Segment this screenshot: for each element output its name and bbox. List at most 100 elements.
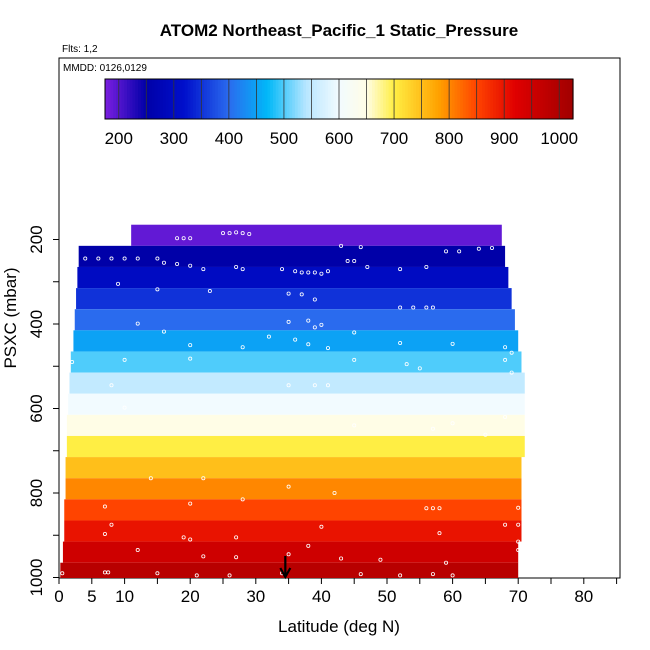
colorbar-segment [330, 79, 335, 119]
colorbar-segment [487, 79, 492, 119]
colorbar-tick-label: 500 [270, 129, 298, 148]
colorbar-segment [531, 79, 536, 119]
colorbar-segment [176, 79, 180, 119]
colorbar-segment [454, 79, 458, 119]
data-point [430, 506, 435, 511]
data-point [194, 573, 199, 578]
data-point [299, 270, 304, 275]
colorbar-segment [570, 79, 574, 119]
data-point [148, 476, 153, 481]
colorbar-segment [358, 79, 362, 119]
colorbar-segment [361, 79, 365, 119]
colorbar-segment [559, 79, 563, 119]
data-point [516, 522, 521, 527]
data-point [450, 421, 455, 426]
data-point [161, 260, 166, 265]
data-point [509, 370, 514, 375]
latitude-marker [279, 556, 292, 580]
data-point [450, 573, 455, 578]
colorbar-segment [512, 79, 516, 119]
colorbar-segment [429, 79, 434, 119]
colorbar-segment [567, 79, 571, 119]
colorbar-segment [151, 79, 156, 119]
colorbar-segment [149, 79, 153, 119]
data-point [503, 357, 508, 362]
colorbar-segment [143, 79, 147, 119]
data-point [188, 537, 193, 542]
colorbar-segment [553, 79, 558, 119]
colorbar-segment [146, 79, 150, 119]
data-point [188, 263, 193, 268]
colorbar-segment [300, 79, 304, 119]
data-point [234, 230, 239, 235]
colorbar-segment [495, 79, 500, 119]
data-point [116, 281, 121, 286]
colorbar-segment [179, 79, 183, 119]
heatmap-bin-7 [69, 372, 525, 394]
heatmap-bin-13 [64, 499, 522, 521]
data-point [424, 506, 429, 511]
y-tick-label: 600 [27, 394, 46, 422]
colorbar-segment [432, 79, 436, 119]
heatmap-bin-4 [74, 309, 515, 331]
data-point [293, 337, 298, 342]
colorbar-segment [283, 79, 288, 119]
colorbar-segment [534, 79, 538, 119]
colorbar-segment [110, 79, 114, 119]
data-point [188, 356, 193, 361]
colorbar-segment [391, 79, 395, 119]
data-point [450, 341, 455, 346]
colorbar-segment [267, 79, 271, 119]
colorbar-segment [352, 79, 357, 119]
colorbar-segment [198, 79, 202, 119]
data-point [181, 535, 186, 540]
heatmap-bin-12 [65, 478, 522, 500]
data-point [365, 264, 370, 269]
colorbar-segment [451, 79, 456, 119]
heatmap-bin-6 [70, 351, 522, 373]
colorbar-segment [372, 79, 376, 119]
data-point [280, 267, 285, 272]
colorbar-tick-label: 800 [435, 129, 463, 148]
data-point [306, 270, 311, 275]
data-point [135, 256, 140, 261]
colorbar-segment [355, 79, 359, 119]
data-point [437, 506, 442, 511]
colorbar-segment [168, 79, 172, 119]
colorbar-segment [264, 79, 269, 119]
data-point [286, 484, 291, 489]
colorbar-segment [528, 79, 533, 119]
data-point [286, 383, 291, 388]
colorbar-segment [424, 79, 428, 119]
colorbar-segment [537, 79, 541, 119]
heatmap-bin-8 [68, 393, 525, 415]
colorbar-segment [316, 79, 321, 119]
colorbar-segment [468, 79, 472, 119]
colorbar-segment [157, 79, 161, 119]
data-point [155, 256, 160, 261]
x-tick-label: 80 [574, 587, 593, 606]
data-point [476, 246, 481, 251]
colorbar-tick-label: 1000 [540, 129, 578, 148]
colorbar-segment [509, 79, 514, 119]
colorbar-segment [435, 79, 439, 119]
data-point [509, 350, 514, 355]
colorbar-segment [396, 79, 401, 119]
colorbar-segment [165, 79, 169, 119]
data-point [430, 426, 435, 431]
data-point [516, 505, 521, 510]
colorbar-segment [160, 79, 164, 119]
colorbar-segment [366, 79, 370, 119]
colorbar-segment [275, 79, 280, 119]
heatmap-bin-2 [77, 266, 509, 289]
colorbar-segment [223, 79, 227, 119]
colorbar-tick-label: 400 [215, 129, 243, 148]
colorbar-segment [493, 79, 497, 119]
colorbar-segment [113, 79, 117, 119]
colorbar-segment [228, 79, 233, 119]
colorbar-segment [314, 79, 318, 119]
colorbar-segment [462, 79, 467, 119]
data-point [286, 552, 291, 557]
data-point [319, 271, 324, 276]
data-point [378, 557, 383, 562]
